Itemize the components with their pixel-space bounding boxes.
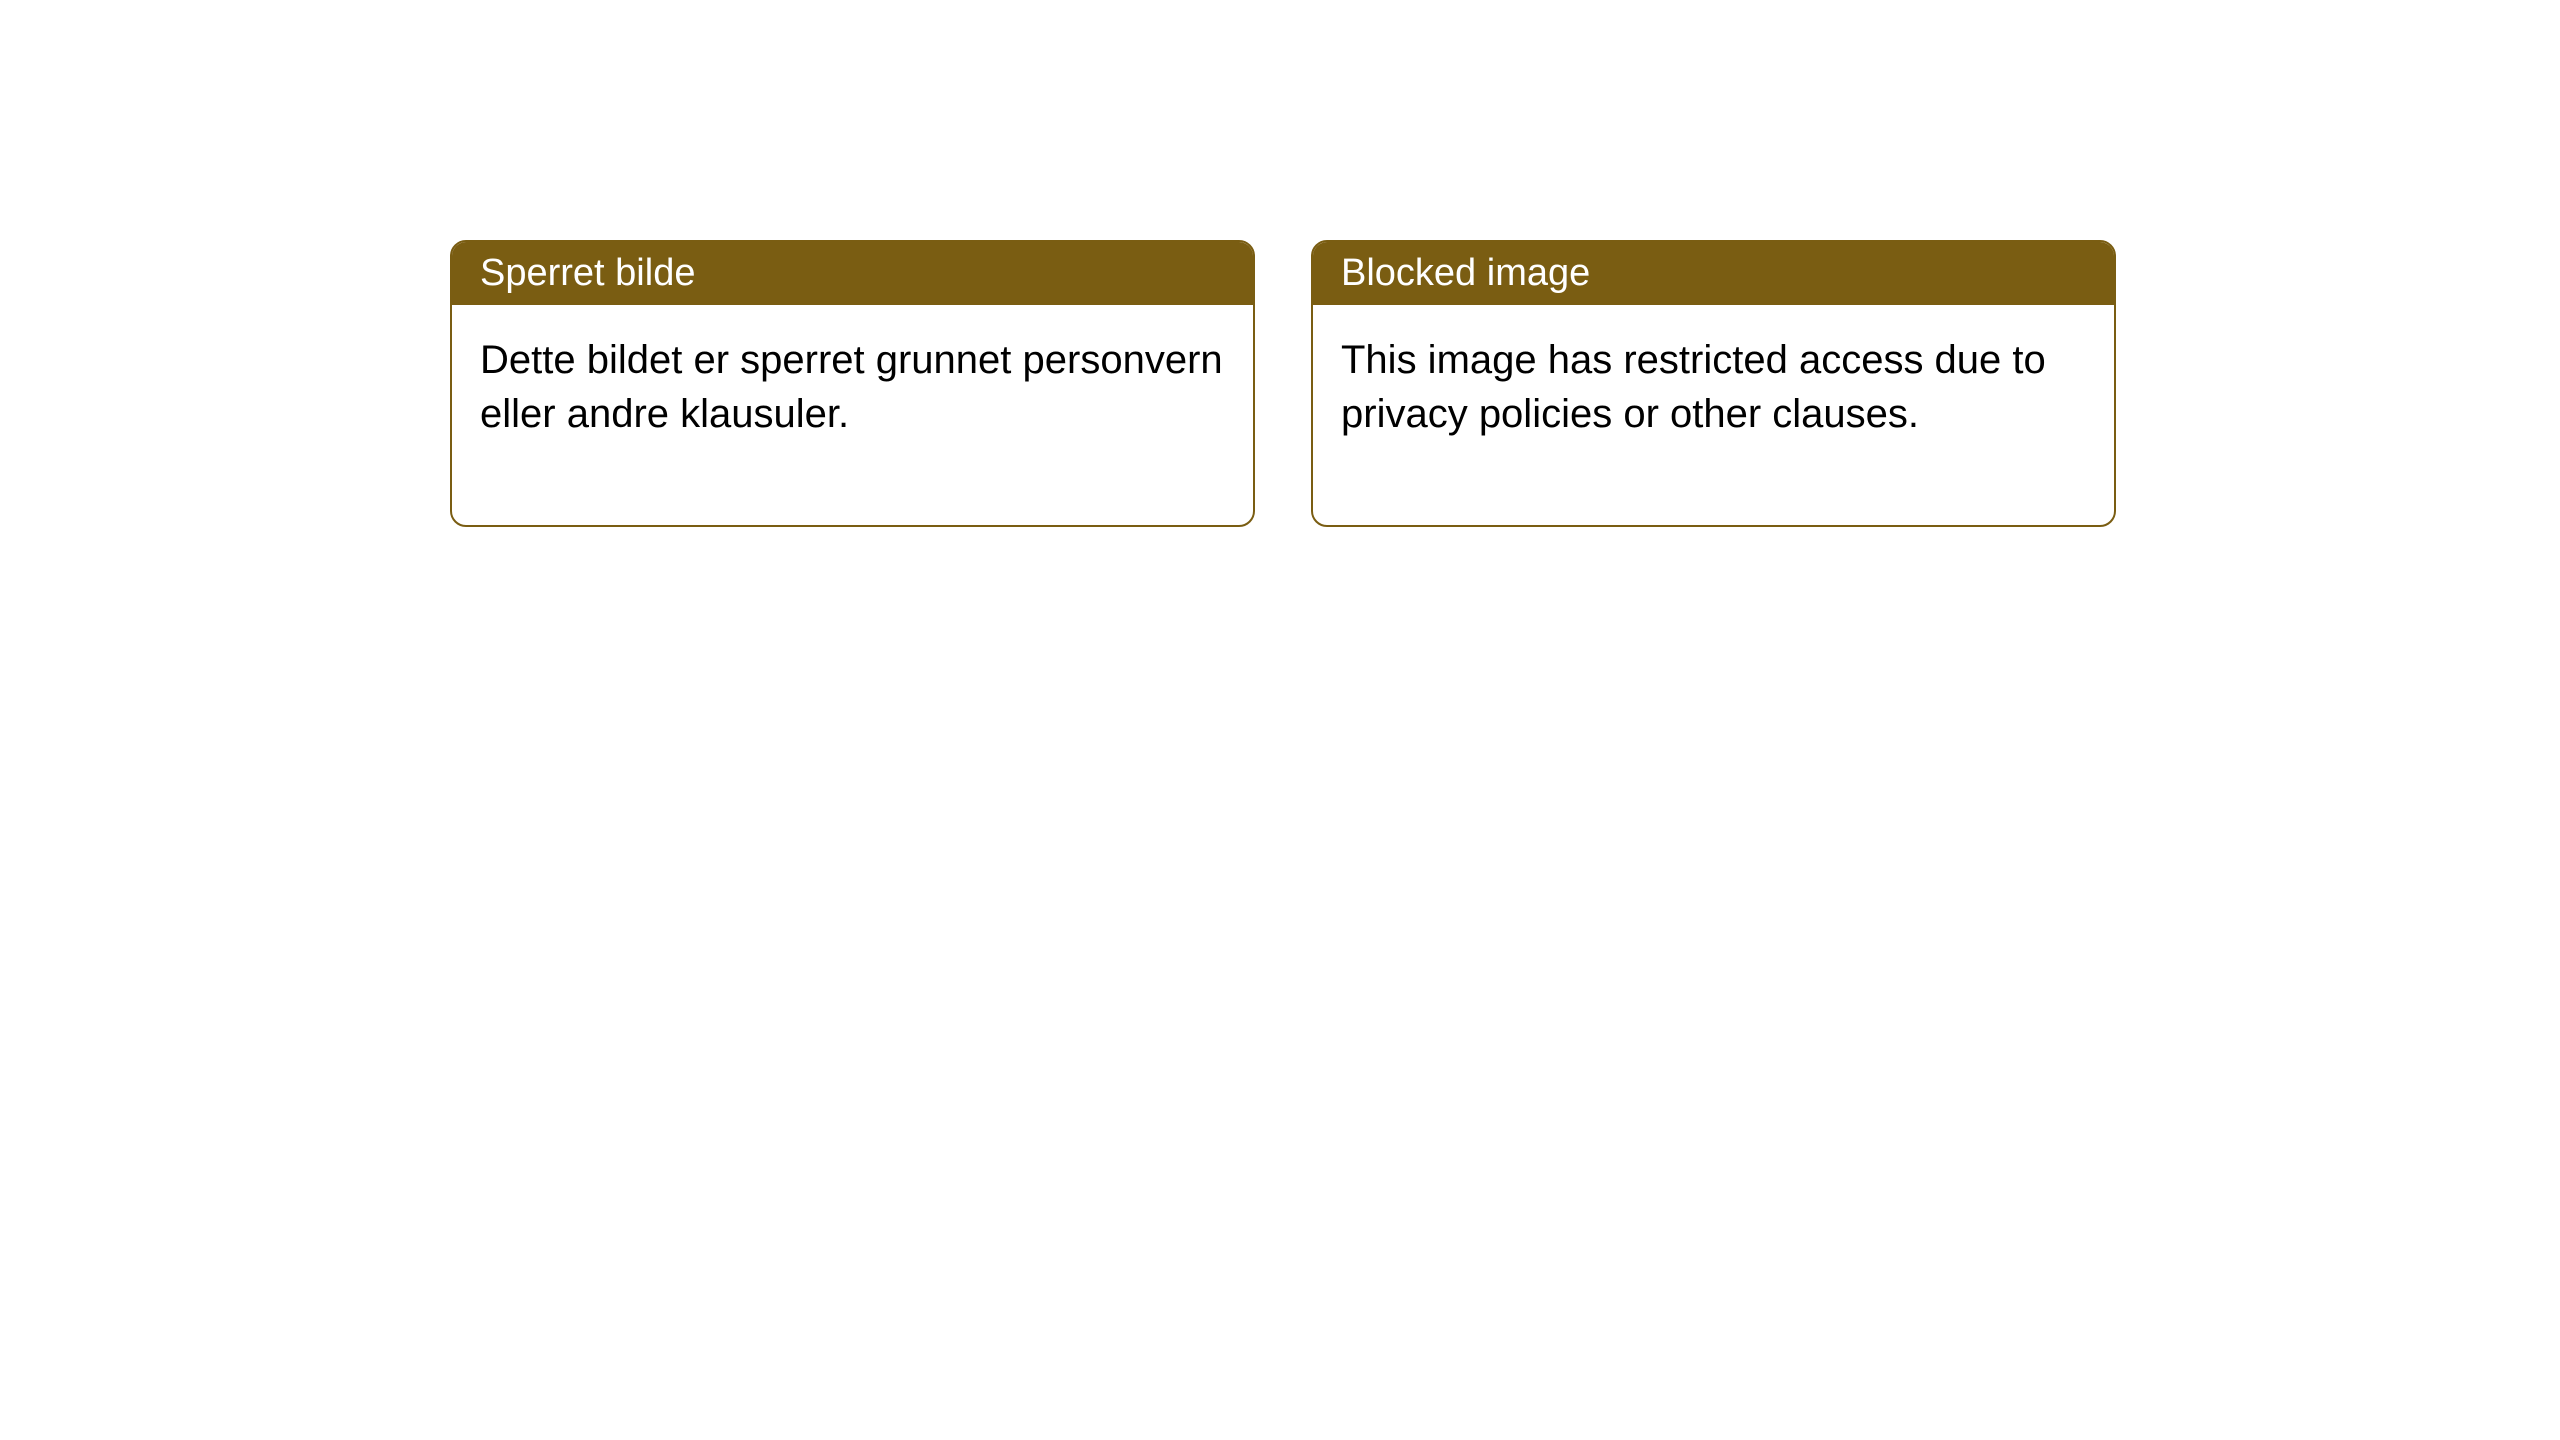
notice-title: Sperret bilde (480, 252, 695, 294)
notice-message: This image has restricted access due to … (1341, 338, 2046, 436)
notice-message: Dette bildet er sperret grunnet personve… (480, 338, 1223, 436)
notice-container: Sperret bilde Dette bildet er sperret gr… (0, 0, 2560, 527)
notice-body: This image has restricted access due to … (1313, 305, 2114, 525)
notice-body: Dette bildet er sperret grunnet personve… (452, 305, 1253, 525)
notice-box-english: Blocked image This image has restricted … (1311, 240, 2116, 527)
notice-header: Sperret bilde (452, 242, 1253, 305)
notice-header: Blocked image (1313, 242, 2114, 305)
notice-box-norwegian: Sperret bilde Dette bildet er sperret gr… (450, 240, 1255, 527)
notice-title: Blocked image (1341, 252, 1590, 294)
